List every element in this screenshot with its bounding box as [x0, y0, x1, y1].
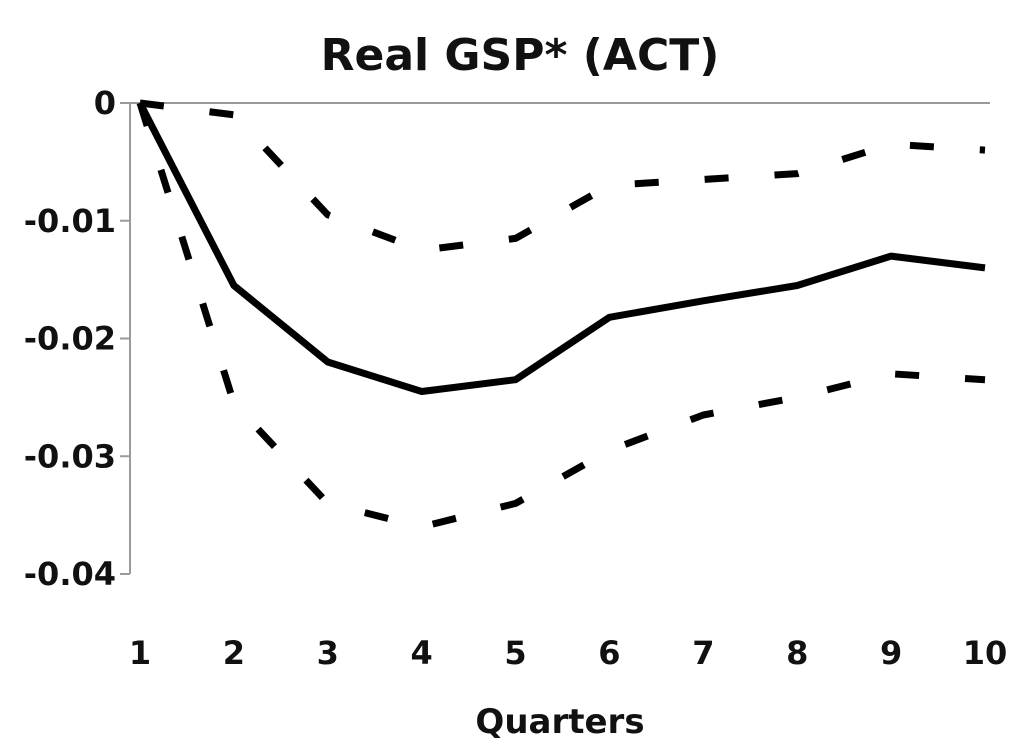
x-tick-label: 6	[598, 634, 620, 672]
x-tick-label: 8	[786, 634, 808, 672]
x-axis-ticks: 1 2 3 4 5 6 7 8 9 10	[129, 634, 1007, 672]
chart-title: Real GSP* (ACT)	[321, 30, 720, 81]
x-axis-label: Quarters	[475, 702, 644, 742]
x-tick-label: 3	[317, 634, 339, 672]
lower-confidence-band-line	[136, 101, 986, 531]
series-layer	[136, 99, 986, 531]
impulse-response-line	[136, 101, 986, 395]
y-tick-label: -0.01	[24, 202, 116, 240]
y-axis-ticks: 0 -0.01 -0.02 -0.03 -0.04	[24, 84, 130, 593]
x-tick-label: 2	[223, 634, 245, 672]
x-tick-label: 1	[129, 634, 151, 672]
y-tick-label: -0.02	[24, 320, 116, 358]
y-tick-label: -0.04	[24, 555, 116, 593]
y-tick-label: -0.03	[24, 437, 116, 475]
x-tick-label: 5	[504, 634, 526, 672]
x-tick-label: 9	[880, 634, 902, 672]
y-tick-label: 0	[94, 84, 116, 122]
upper-confidence-band-line	[139, 99, 986, 254]
x-tick-label: 7	[692, 634, 714, 672]
x-tick-label: 4	[411, 634, 433, 672]
x-tick-label: 10	[963, 634, 1008, 672]
